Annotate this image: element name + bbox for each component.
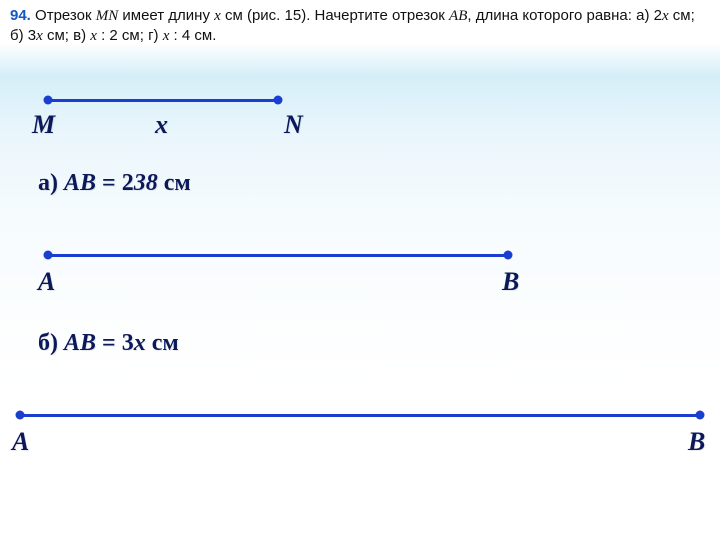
x-italic: x <box>36 28 43 44</box>
label-b2: B <box>688 427 705 457</box>
problem-text: см; в) <box>43 27 90 44</box>
caption-a: а) AB = 238 см <box>38 170 191 197</box>
caption-a-suffix: см <box>158 170 191 196</box>
ab-italic: AB <box>449 8 467 24</box>
label-a1: A <box>38 267 55 297</box>
caption-b-suffix: см <box>146 330 179 356</box>
label-m: M <box>32 110 55 140</box>
label-x: x <box>155 110 168 140</box>
segment-ab-a <box>48 254 508 257</box>
mn-italic: MN <box>96 8 119 24</box>
endpoint-m <box>44 96 53 105</box>
problem-statement: 94. Отрезок MN имеет длину x см (рис. 15… <box>0 0 720 51</box>
caption-b-eq: = 3 <box>96 330 134 356</box>
problem-text: : 4 см. <box>169 27 216 44</box>
problem-text: Отрезок <box>35 7 96 24</box>
endpoint-n <box>274 96 283 105</box>
endpoint-b2 <box>696 411 705 420</box>
caption-a-prefix: а) <box>38 170 64 196</box>
problem-number: 94. <box>10 7 31 24</box>
diagram-stage: M x N а) AB = 238 см A B б) AB = 3x см A… <box>0 60 720 540</box>
caption-a-x: 38 <box>134 170 158 196</box>
caption-a-eq: = 2 <box>96 170 134 196</box>
label-n: N <box>284 110 303 140</box>
caption-b: б) AB = 3x см <box>38 330 179 357</box>
caption-b-ab: AB <box>64 330 96 356</box>
segment-mn <box>48 99 278 102</box>
endpoint-a2 <box>16 411 25 420</box>
caption-a-ab: AB <box>64 170 96 196</box>
label-a2: A <box>12 427 29 457</box>
problem-text: имеет длину <box>118 7 214 24</box>
x-italic: x <box>662 8 669 24</box>
caption-b-x: x <box>134 330 146 356</box>
problem-text: , длина которого равна: а) 2 <box>467 7 662 24</box>
problem-text: : 2 см; г) <box>97 27 163 44</box>
endpoint-a1 <box>44 251 53 260</box>
segment-ab-b <box>20 414 700 417</box>
problem-text: см (рис. 15). Начертите отрезок <box>221 7 449 24</box>
endpoint-b1 <box>504 251 513 260</box>
caption-b-prefix: б) <box>38 330 64 356</box>
label-b1: B <box>502 267 519 297</box>
x-italic: x <box>214 8 221 24</box>
x-italic: x <box>90 28 97 44</box>
